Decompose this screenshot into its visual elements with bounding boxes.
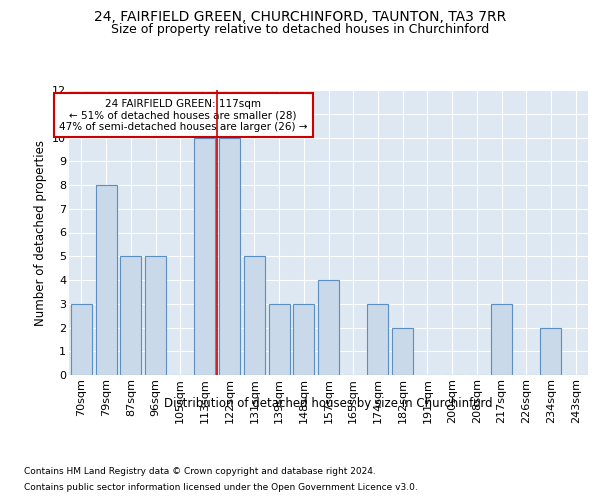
Y-axis label: Number of detached properties: Number of detached properties [34,140,47,326]
Bar [491,304,512,375]
Bar [367,304,388,375]
Bar [71,304,92,375]
Text: Size of property relative to detached houses in Churchinford: Size of property relative to detached ho… [111,22,489,36]
Text: 24 FAIRFIELD GREEN: 117sqm
← 51% of detached houses are smaller (28)
47% of semi: 24 FAIRFIELD GREEN: 117sqm ← 51% of deta… [59,98,307,132]
Bar [318,280,339,375]
Bar [194,138,215,375]
Text: 24, FAIRFIELD GREEN, CHURCHINFORD, TAUNTON, TA3 7RR: 24, FAIRFIELD GREEN, CHURCHINFORD, TAUNT… [94,10,506,24]
Bar [219,138,240,375]
Text: Contains HM Land Registry data © Crown copyright and database right 2024.: Contains HM Land Registry data © Crown c… [24,468,376,476]
Text: Contains public sector information licensed under the Open Government Licence v3: Contains public sector information licen… [24,482,418,492]
Bar [269,304,290,375]
Bar [145,256,166,375]
Bar [244,256,265,375]
Bar [392,328,413,375]
Bar [293,304,314,375]
Bar [541,328,562,375]
Bar [120,256,141,375]
Text: Distribution of detached houses by size in Churchinford: Distribution of detached houses by size … [164,398,493,410]
Bar [95,185,116,375]
